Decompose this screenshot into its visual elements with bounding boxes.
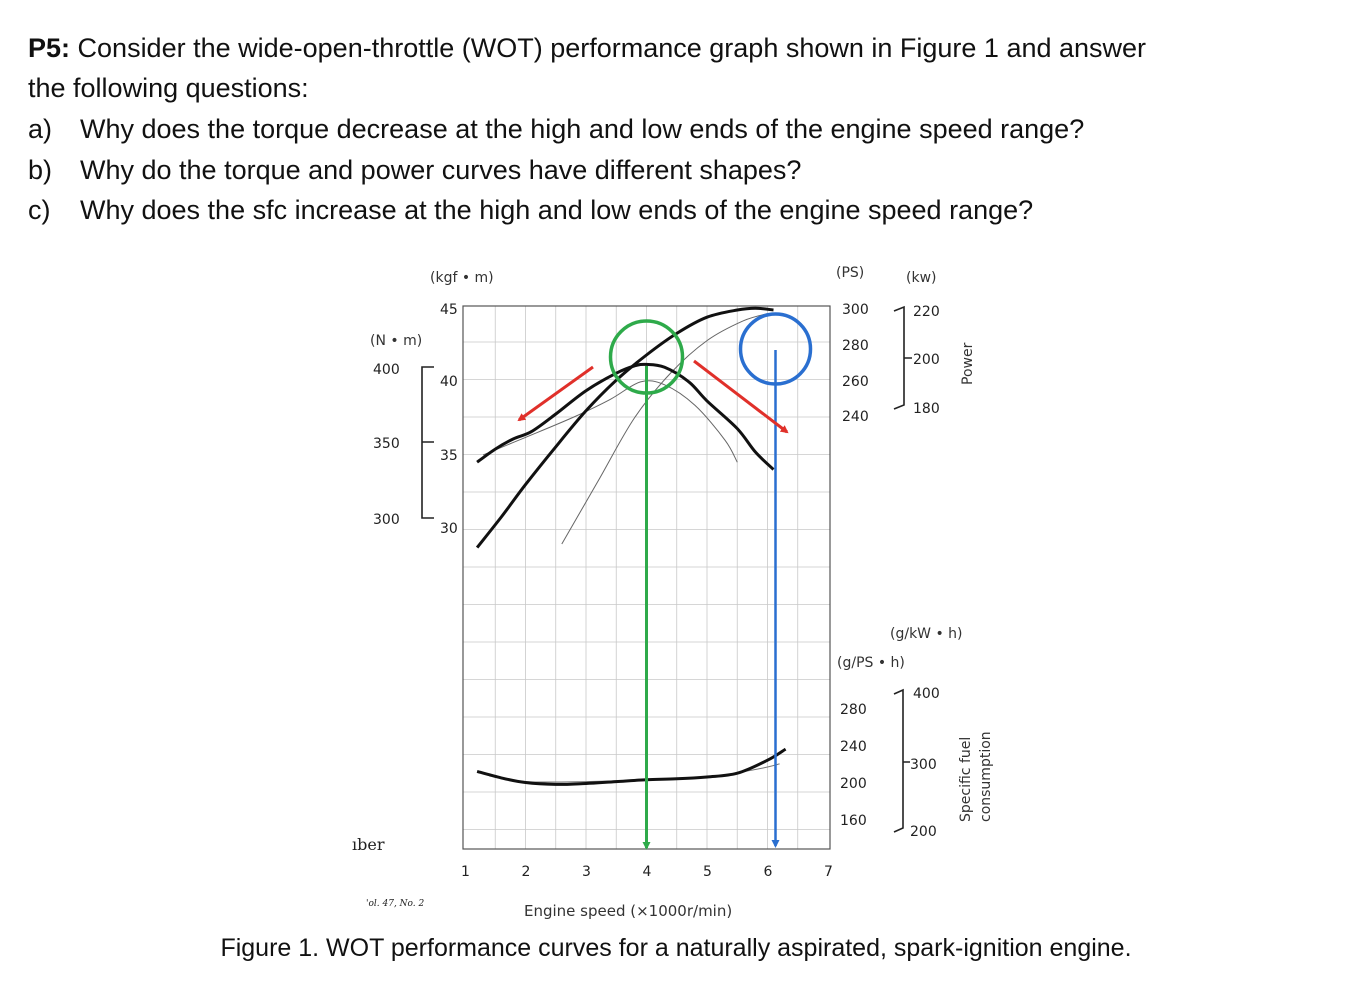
sfc-axis-label-2: consumption (978, 731, 994, 822)
power-ps-tick: 240 (842, 409, 869, 425)
torque-drop-high-arrow (693, 359, 789, 434)
x-tick-label: 3 (582, 864, 591, 880)
question-intro-line2: the following questions: (28, 73, 309, 103)
power-ps-tick: 260 (842, 374, 869, 390)
question-intro-line1: P5: Consider the wide-open-throttle (WOT… (28, 28, 1146, 68)
torque-nm-bracket (421, 366, 434, 519)
power-kw-tick: 200 (913, 352, 940, 368)
power-ps-unit: (PS) (836, 265, 864, 281)
item-text: Why do the torque and power curves have … (80, 155, 802, 185)
question-intro-text: Consider the wide-open-throttle (WOT) pe… (70, 33, 1147, 63)
scan-source-text: 'ol. 47, No. 2 (366, 899, 425, 909)
sfc-gpsh-tick: 240 (840, 739, 867, 755)
x-tick-label: 4 (643, 864, 652, 880)
annotations (517, 312, 813, 850)
power-curve (475, 306, 774, 549)
x-axis-title: Engine speed (×1000r/min) (524, 902, 732, 920)
sfc-curve (476, 747, 787, 786)
sfc-gkwh-unit: (g/kW • h) (890, 626, 963, 642)
torque-kgfm-tick: 30 (440, 521, 458, 537)
power-comparison-curve (561, 313, 768, 545)
question-label: P5: (28, 33, 71, 63)
item-marker: c) (28, 195, 51, 225)
x-tick-label: 1 (461, 864, 470, 880)
faint-comparison-curves (482, 313, 780, 783)
power-ps-tick: 280 (842, 338, 869, 354)
item-text: Why does the sfc increase at the high an… (80, 195, 1034, 225)
torque-kgfm-tick: 40 (440, 374, 458, 390)
power-ps-tick: 300 (842, 302, 869, 318)
sfc-axis-label-1: Specific fuel (958, 737, 974, 822)
torque-drop-low-arrow (517, 365, 594, 422)
torque-kgfm-unit: (kgf • m) (430, 270, 494, 286)
torque-kgfm-tick: 35 (440, 448, 458, 464)
power-kw-tick: 180 (913, 401, 940, 417)
scan-fragment-text: ıber (352, 835, 385, 854)
item-marker: a) (28, 114, 53, 144)
torque-nm-unit: (N • m) (370, 333, 422, 349)
x-tick-label: 5 (703, 864, 712, 880)
power-kw-tick: 220 (913, 304, 940, 320)
item-marker: b) (28, 155, 53, 185)
sfc-gkwh-tick: 300 (910, 757, 937, 773)
sfc-bracket (893, 688, 910, 833)
sfc-gpsh-tick: 160 (840, 813, 867, 829)
sfc-gpsh-tick: 200 (840, 776, 867, 792)
figure-caption: Figure 1. WOT performance curves for a n… (220, 934, 1132, 962)
sfc-gkwh-tick: 400 (913, 686, 940, 702)
power-axis-label: Power (960, 342, 976, 385)
power-kw-unit: (kw) (906, 270, 936, 286)
x-tick-label: 7 (824, 864, 833, 880)
x-tick-label: 6 (764, 864, 773, 880)
x-tick-label: 2 (522, 864, 531, 880)
torque-nm-tick: 350 (373, 436, 400, 452)
x-tick-labels: 1 2 3 4 5 6 7 (461, 864, 833, 880)
torque-nm-tick: 400 (373, 362, 400, 378)
question-item-b: b) Why do the torque and power curves hav… (28, 150, 801, 190)
question-item-a: a) Why does the torque decrease at the hi… (28, 109, 1084, 149)
sfc-gkwh-tick: 200 (910, 824, 937, 840)
torque-kgfm-tick: 45 (440, 302, 458, 318)
sfc-gpsh-unit: (g/PS • h) (837, 655, 905, 671)
question-item-c: c) Why does the sfc increase at the high … (28, 190, 1033, 230)
item-text: Why does the torque decrease at the high… (80, 114, 1085, 144)
sfc-gpsh-tick: 280 (840, 702, 867, 718)
torque-comparison-curve (482, 380, 738, 463)
performance-curves (475, 306, 787, 786)
power-bracket (893, 305, 912, 410)
torque-nm-tick: 300 (373, 512, 400, 528)
